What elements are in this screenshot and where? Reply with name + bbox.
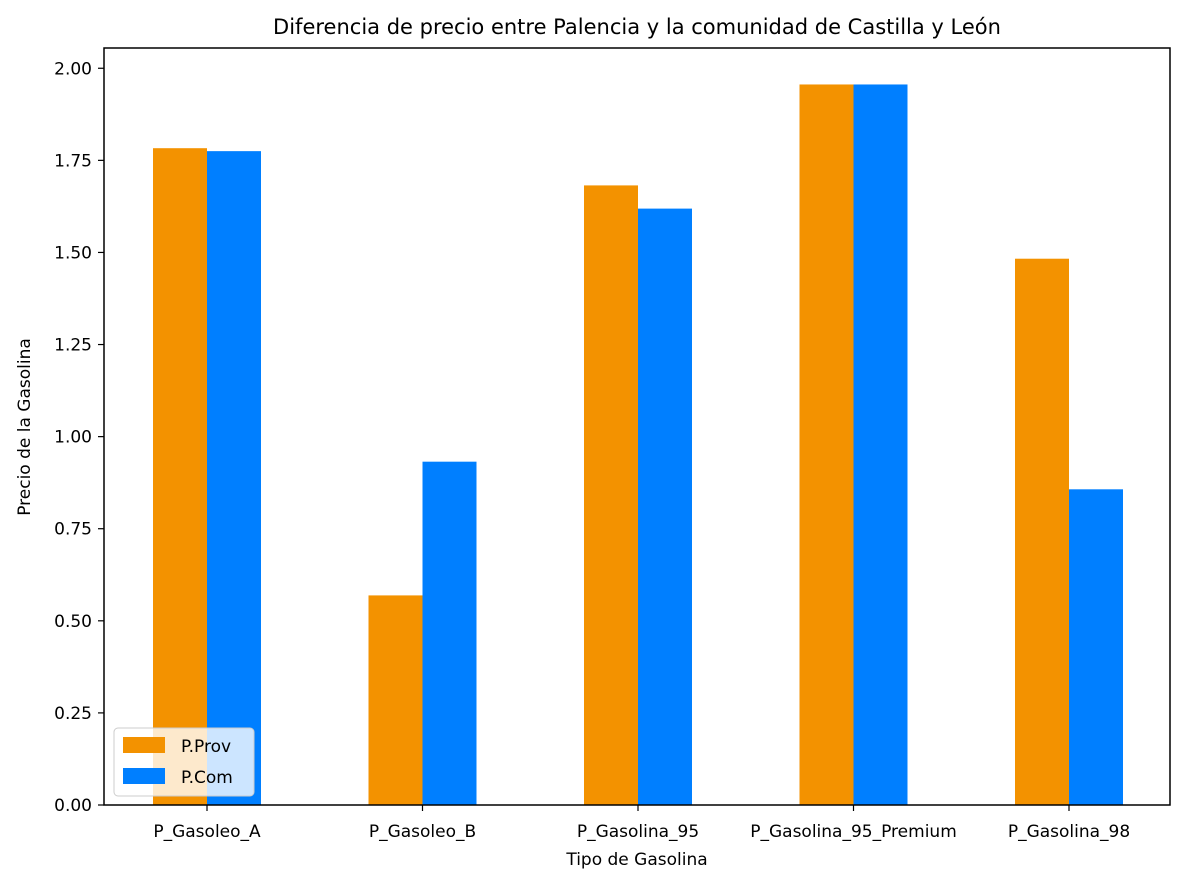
legend-swatch-p-com [123,768,165,784]
y-tick-label: 0.50 [54,612,92,632]
x-tick-label: P_Gasoleo_B [369,822,476,842]
legend-label: P.Com [181,768,233,788]
y-tick-label: 1.00 [54,428,92,448]
y-tick-label: 0.75 [54,520,92,540]
x-axis-label: Tipo de Gasolina [565,850,707,870]
bar-p-prov-3 [584,185,638,805]
plot-frame [103,47,1171,806]
y-tick-label: 0.00 [54,796,92,816]
y-axis-label: Precio de la Gasolina [15,338,35,516]
x-tick-label: P_Gasolina_95_Premium [750,822,957,842]
y-tick-label: 2.00 [54,59,92,79]
y-axis: 0.00 0.25 0.50 0.75 1.00 1.25 1.50 1.75 2.00 [54,59,104,816]
bar-p-prov-2 [368,595,423,805]
bar-p-com-3 [638,208,692,805]
bar-p-com-1 [207,151,261,805]
bar-p-prov-1 [153,148,207,805]
x-tick-label: P_Gasoleo_A [153,822,261,842]
chart-title: Diferencia de precio entre Palencia y la… [273,15,1001,39]
y-tick-label: 1.50 [54,243,92,263]
bar-p-prov-5 [1015,258,1069,806]
bar-p-com-2 [422,461,477,805]
x-tick-label: P_Gasolina_95 [577,822,699,842]
bars-group [153,84,1123,806]
x-axis: P_Gasoleo_A P_Gasoleo_B P_Gasolina_95 P_Gas… [153,805,1130,842]
bar-p-com-5 [1069,489,1123,805]
bar-p-prov-4 [799,84,854,805]
y-tick-label: 0.25 [54,704,92,724]
x-tick-label: P_Gasolina_98 [1008,822,1130,842]
y-tick-label: 1.75 [54,151,92,171]
legend-label: P.Prov [181,737,231,757]
legend: P.Prov P.Com [113,727,255,797]
bar-p-com-4 [853,84,908,805]
legend-swatch-p-prov [123,737,165,753]
y-tick-label: 1.25 [54,336,92,356]
